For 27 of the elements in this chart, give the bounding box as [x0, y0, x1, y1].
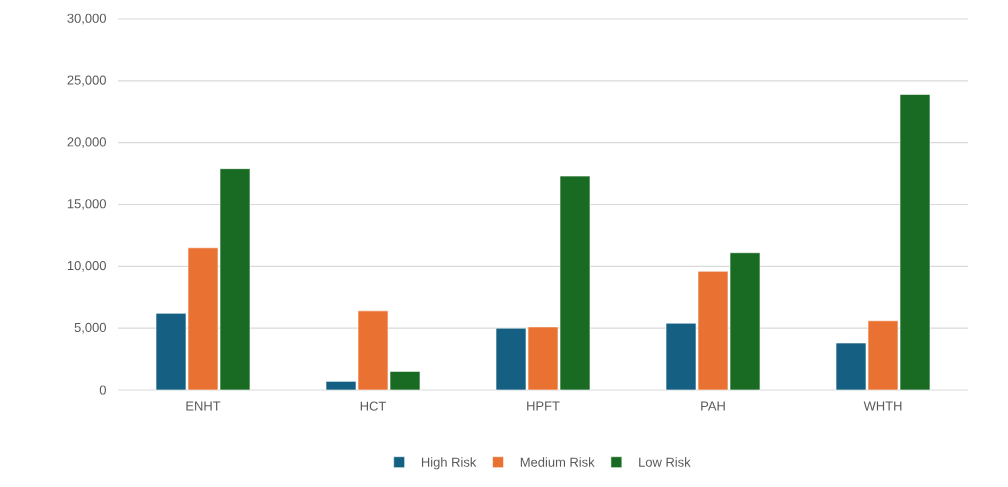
x-tick-label: WHTH: [863, 401, 902, 411]
bar: [187, 247, 219, 390]
bar: [219, 168, 251, 390]
legend-label: High Risk: [421, 457, 477, 470]
y-tick-label: 30,000: [67, 13, 106, 25]
legend-label: Medium Risk: [520, 457, 595, 467]
y-tick-label: 0: [99, 385, 106, 395]
bar: [867, 320, 899, 390]
y-tick-label: 25,000: [67, 75, 106, 87]
legend-label: Low Risk: [639, 457, 691, 467]
x-tick-label: ENHT: [186, 401, 221, 411]
y-tick-label: 20,000: [67, 137, 106, 149]
y-tick-label: 10,000: [67, 260, 106, 272]
bar: [559, 175, 591, 390]
x-tick-label: HPFT: [527, 401, 560, 411]
bar: [357, 310, 389, 390]
x-tick-label: HCT: [360, 401, 387, 411]
bar: [665, 322, 697, 390]
bar: [899, 94, 931, 390]
y-tick-label: 5,000: [74, 322, 106, 334]
bar: [527, 326, 559, 390]
y-tick-label: 15,000: [67, 199, 106, 210]
bar: [697, 270, 729, 390]
bar: [155, 313, 187, 390]
x-tick-label: PAH: [701, 401, 725, 411]
bar: [729, 252, 761, 390]
bar: [495, 327, 527, 390]
